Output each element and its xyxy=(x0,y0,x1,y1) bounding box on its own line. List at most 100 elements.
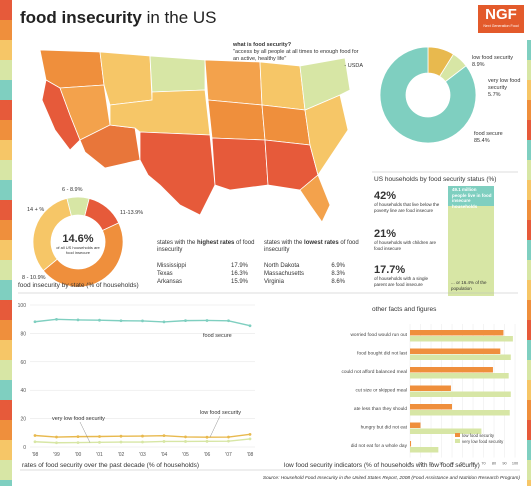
donut-slice xyxy=(32,197,72,272)
series-point xyxy=(76,435,80,439)
highest-rates: states with the highest rates of food in… xyxy=(157,240,257,286)
x-tick-label: '98 xyxy=(32,452,39,458)
status-stat-3: 17.7% of households with a single parent… xyxy=(374,264,429,287)
series-point xyxy=(98,440,101,444)
x-tick-label: 100 xyxy=(512,462,518,466)
table-row: Arkansas 15.9% xyxy=(157,279,248,285)
indicator-bar-chart: 0 10 20 30 40 50 60 70 80 90 100 worried food would… xyxy=(341,324,518,466)
series-point xyxy=(76,318,80,322)
legend-swatch xyxy=(455,433,460,437)
highest-table: Mississippi 17.9% Texas 16.3% Arkansas 15.9… xyxy=(157,262,252,286)
table-row: Massachusetts 8.3% xyxy=(264,271,345,277)
series-point xyxy=(162,440,166,443)
bar xyxy=(410,404,452,410)
series-point xyxy=(162,434,166,438)
source-text: Source: Household Food Insecurity in the… xyxy=(262,476,520,481)
series-point xyxy=(76,441,80,444)
series-point xyxy=(33,440,37,444)
series-point xyxy=(184,435,187,439)
lowest-rates: states with the lowest rates of food ins… xyxy=(264,240,364,286)
title-bold: food insecurity xyxy=(20,8,142,27)
x-tick-label: 90 xyxy=(502,462,506,466)
series-label: low food security xyxy=(200,410,241,416)
highest-title: states with the highest rates of food in… xyxy=(157,240,255,253)
leader-line xyxy=(79,421,91,443)
bar xyxy=(410,373,509,379)
map-region-midwest xyxy=(207,99,266,141)
x-tick-label: 40 xyxy=(450,462,454,466)
bar xyxy=(410,330,504,336)
series-point xyxy=(141,440,144,444)
decade-title: rates of food security over the past dec… xyxy=(22,462,200,469)
series-point xyxy=(33,320,37,324)
pie-label-low: low food security 8.9% xyxy=(472,55,513,68)
category-label: worried food would run out xyxy=(350,332,407,338)
series-point xyxy=(205,435,209,439)
legend-swatch xyxy=(455,439,460,443)
bar xyxy=(410,367,493,373)
series-label: very low food security xyxy=(52,416,105,422)
lowest-table: North Dakota 6.9% Massachusetts 8.3% Virgi… xyxy=(264,262,349,286)
donut-center: 14.6% of all US households are food inse… xyxy=(56,233,100,255)
x-tick-label: '02 xyxy=(118,452,125,458)
bar xyxy=(410,354,511,360)
donut-label-3: 11-13.9% xyxy=(120,210,144,216)
map-region-north-plains xyxy=(149,55,206,93)
ngf-logo: NGF Next Generation Food xyxy=(478,5,524,33)
pie-slice xyxy=(379,46,477,144)
category-label: did not eat for a whole day xyxy=(351,443,408,449)
x-tick-label: '03 xyxy=(139,452,146,458)
map-region-mountain xyxy=(99,51,153,106)
definition-source: - USDA xyxy=(344,63,363,69)
bar xyxy=(410,428,482,434)
legend-label: low food security xyxy=(462,433,495,438)
x-tick-label: '01 xyxy=(96,452,103,458)
by-state-title: food insecurity by state (% of household… xyxy=(18,282,139,289)
category-label: ate less than they should xyxy=(354,406,407,412)
series-point xyxy=(98,435,101,438)
status-section-title: US households by food security status (%… xyxy=(374,176,497,183)
series-point xyxy=(205,439,209,443)
bar xyxy=(410,447,439,453)
bar xyxy=(410,422,421,428)
table-row: Mississippi 17.9% xyxy=(157,263,248,269)
category-label: could not afford balanced meal xyxy=(341,369,407,375)
series-point xyxy=(184,319,187,323)
y-tick-label: 80 xyxy=(20,331,26,337)
y-tick-label: 60 xyxy=(20,360,26,366)
map-region-central-plains xyxy=(109,89,211,136)
table-row: Texas 16.3% xyxy=(157,271,248,277)
series-point xyxy=(33,434,37,437)
status-stat-2: 21% of households with children are food… xyxy=(374,228,437,251)
map-region-texas xyxy=(139,131,216,216)
facts-title: other facts and figures xyxy=(372,306,437,313)
logo-text: NGF xyxy=(485,6,517,23)
table-row: North Dakota 6.9% xyxy=(264,263,345,269)
map-region-florida xyxy=(299,174,331,223)
x-tick-label: 20 xyxy=(429,462,433,466)
series-point xyxy=(55,317,58,321)
definition-box: what is food security? "access by all pe… xyxy=(233,42,363,70)
x-tick-label: '99 xyxy=(53,452,60,458)
decade-line-chart: 0 20 40 60 80 100 '98 '99 '00 '01 '02 '03 '04 '05 '06 '… xyxy=(18,303,255,458)
x-tick-label: '00 xyxy=(75,452,82,458)
series-point xyxy=(141,434,144,438)
leader-line xyxy=(209,415,221,438)
series-point xyxy=(141,319,144,323)
series-point xyxy=(119,434,123,438)
donut-label-1: 6 - 8.9% xyxy=(62,187,83,193)
bar xyxy=(410,336,513,342)
table-row: Virginia 8.6% xyxy=(264,279,345,285)
lowest-title: states with the lowest rates of food ins… xyxy=(264,240,359,253)
right-stripes xyxy=(527,40,531,486)
donut-label-2: 14 + % xyxy=(27,207,45,213)
population-bar-top-text: 49.1 million people live in food insecur… xyxy=(452,187,492,209)
definition-quote: "access by all people at all times to en… xyxy=(233,49,359,62)
x-tick-label: '07 xyxy=(225,452,232,458)
y-tick-label: 100 xyxy=(18,303,27,309)
population-bar-top xyxy=(448,186,494,206)
x-tick-label: 60 xyxy=(471,462,475,466)
pie-label-secure: food secure 85.4% xyxy=(474,131,503,144)
bar xyxy=(410,410,510,416)
title-rest: in the US xyxy=(141,8,217,27)
